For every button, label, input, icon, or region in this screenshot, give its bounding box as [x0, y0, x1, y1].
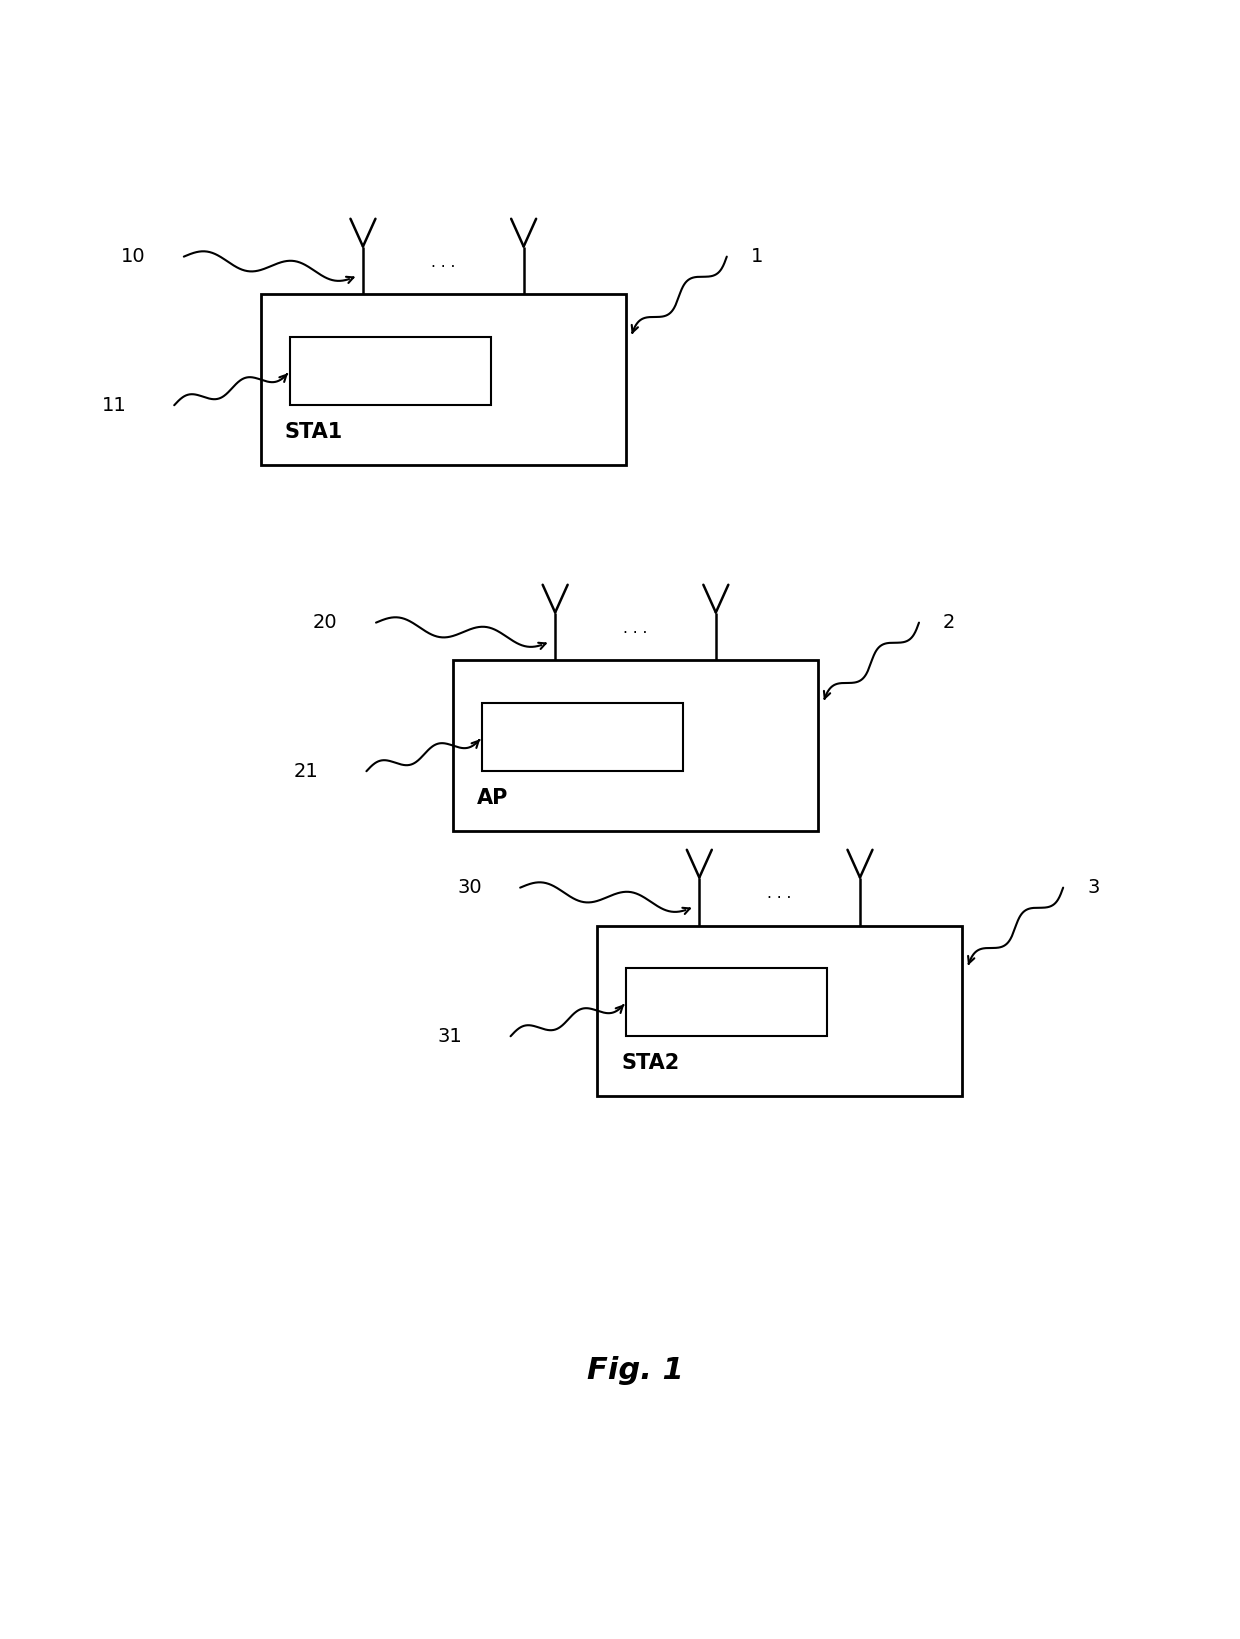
Text: 11: 11 [102, 395, 126, 415]
Text: 10: 10 [120, 247, 145, 266]
Text: STA2: STA2 [621, 1054, 680, 1074]
Text: . . .: . . . [624, 621, 647, 636]
Bar [596, 926, 962, 1096]
Text: . . .: . . . [768, 887, 792, 901]
Text: 21: 21 [294, 762, 319, 780]
Text: 31: 31 [438, 1026, 463, 1046]
Text: STA1: STA1 [285, 423, 343, 443]
Bar [290, 338, 491, 405]
Text: AP: AP [477, 788, 508, 808]
Bar [626, 969, 827, 1036]
Bar [260, 295, 626, 465]
Text: Fig. 1: Fig. 1 [587, 1355, 684, 1385]
Text: 2: 2 [942, 613, 955, 633]
Text: 20: 20 [312, 613, 337, 633]
Text: 3: 3 [1087, 879, 1100, 897]
Text: 30: 30 [458, 879, 481, 897]
Bar [453, 661, 818, 831]
Text: 1: 1 [751, 247, 763, 266]
Text: . . .: . . . [432, 256, 455, 270]
Bar [482, 703, 683, 772]
